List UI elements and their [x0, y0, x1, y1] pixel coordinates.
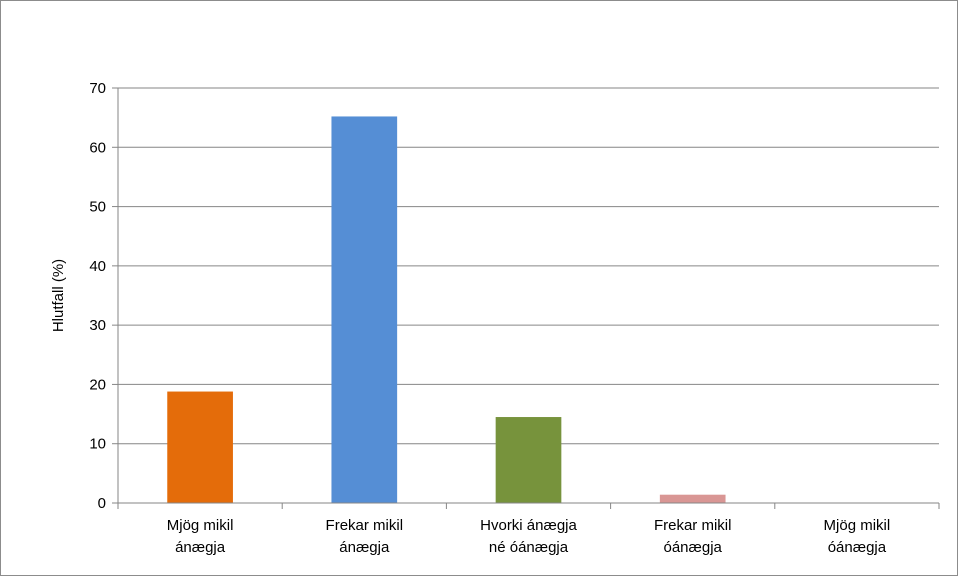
x-category-label: óánægja	[664, 539, 723, 556]
x-category-label: Mjög mikil	[167, 517, 234, 534]
y-tick-label: 50	[89, 199, 106, 216]
y-axis-title: Hlutfall (%)	[50, 259, 67, 332]
y-tick-label: 10	[89, 436, 106, 453]
bar-4	[659, 494, 726, 503]
y-tick-label: 20	[89, 376, 106, 393]
y-tick-label: 60	[89, 139, 106, 156]
x-category-label: ánægja	[339, 539, 390, 556]
axes	[112, 87, 940, 509]
y-tick-label: 40	[89, 258, 106, 275]
x-category-label: Hvorki ánægja	[480, 517, 577, 534]
bar-1	[167, 391, 233, 503]
y-tick-label: 0	[98, 495, 106, 512]
y-tick-label: 30	[89, 317, 106, 334]
y-tick-label: 70	[89, 80, 106, 97]
bars	[167, 116, 726, 503]
x-category-label: Frekar mikil	[326, 517, 404, 534]
x-category-label: óánægja	[828, 539, 887, 556]
bar-3	[495, 417, 562, 503]
bar-2	[331, 116, 398, 503]
gridlines	[118, 87, 939, 445]
labels: 0 10 20 30 40 50 60 70 Mjög mikil ánægja Frekar mi…	[50, 80, 890, 556]
x-category-label: ánægja	[175, 539, 226, 556]
x-category-label: né óánægja	[489, 539, 569, 556]
x-category-label: Frekar mikil	[654, 517, 732, 534]
x-category-label: Mjög mikil	[824, 517, 891, 534]
